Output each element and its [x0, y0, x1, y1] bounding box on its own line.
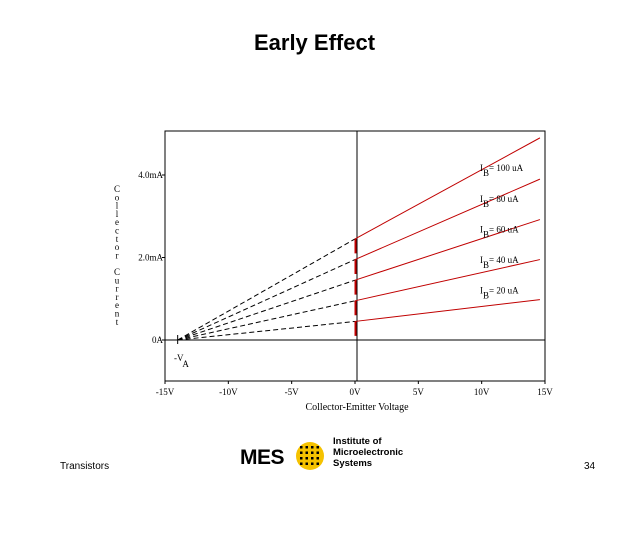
y-tick-label: 0A [152, 335, 164, 345]
early-voltage-text: -VA [174, 353, 189, 369]
extrapolation-lines [177, 238, 356, 344]
logo-line-3: Systems [333, 458, 373, 469]
series-name: I [480, 285, 483, 295]
early-voltage-sub: A [182, 359, 189, 369]
logo-abbrev: MES [240, 446, 285, 469]
series-tail: = 20 uA [489, 285, 519, 295]
x-tick-label: -10V [219, 387, 238, 397]
series-sub: B [483, 230, 489, 240]
mes-logo: MES Institute of Microelectronic Systems [240, 436, 430, 476]
logo-dots-icon [296, 442, 324, 470]
series-label: IB= 80 uA [480, 194, 519, 209]
logo-line-1: Institute of [333, 436, 382, 447]
early-voltage-label: -VA [174, 353, 189, 369]
series-name: I [480, 194, 483, 204]
series-tail: = 60 uA [489, 225, 519, 235]
series-tail: = 100 uA [489, 163, 524, 173]
y-tick-label: 2.0mA [138, 253, 163, 263]
series-sub: B [483, 260, 489, 270]
series-tail: = 80 uA [489, 194, 519, 204]
series-tail: = 40 uA [489, 255, 519, 265]
logo-institute-name: Institute of Microelectronic Systems [333, 436, 403, 469]
x-tick-label: 0V [350, 387, 362, 397]
extrapolation-line [177, 320, 356, 341]
series-label: IB= 40 uA [480, 255, 519, 270]
x-tick-label: 5V [413, 387, 425, 397]
series-name: I [480, 255, 483, 265]
series-label: IB= 60 uA [480, 225, 519, 240]
extrapolation-line [177, 279, 356, 341]
characteristic-curves [354, 137, 541, 336]
extrapolation-line [177, 300, 356, 341]
x-axis-label: Collector-Emitter Voltage [305, 402, 409, 413]
series-label: IB= 20 uA [480, 285, 519, 300]
x-tick-label: -5V [285, 387, 299, 397]
series-line [354, 178, 541, 261]
logo-line-2: Microelectronic [333, 447, 404, 458]
series-sub: B [483, 290, 489, 300]
slide-title: Early Effect [253, 30, 376, 55]
x-tick-label: 10V [474, 387, 490, 397]
series-line [354, 137, 541, 240]
x-tick-label: -15V [156, 387, 175, 397]
extrapolation-line [177, 259, 356, 341]
series-line [354, 259, 541, 302]
early-voltage-main: -V [174, 353, 184, 363]
y-tick-label: 4.0mA [138, 170, 163, 180]
footer-section-name: Transistors [60, 461, 110, 472]
series-sub: B [483, 168, 489, 178]
series-line [354, 219, 541, 281]
series-label: IB= 100 uA [480, 163, 524, 178]
series-line [354, 299, 540, 322]
series-name: I [480, 225, 483, 235]
series-sub: B [483, 199, 489, 209]
axis-ticks: -15V -10V -5V 0V 5V 10V 15V 0A 2.0mA 4.0mA [138, 170, 553, 397]
series-name: I [480, 163, 483, 173]
x-tick-label: 15V [537, 387, 553, 397]
page-number: 34 [584, 461, 596, 472]
extrapolation-line [177, 238, 356, 341]
